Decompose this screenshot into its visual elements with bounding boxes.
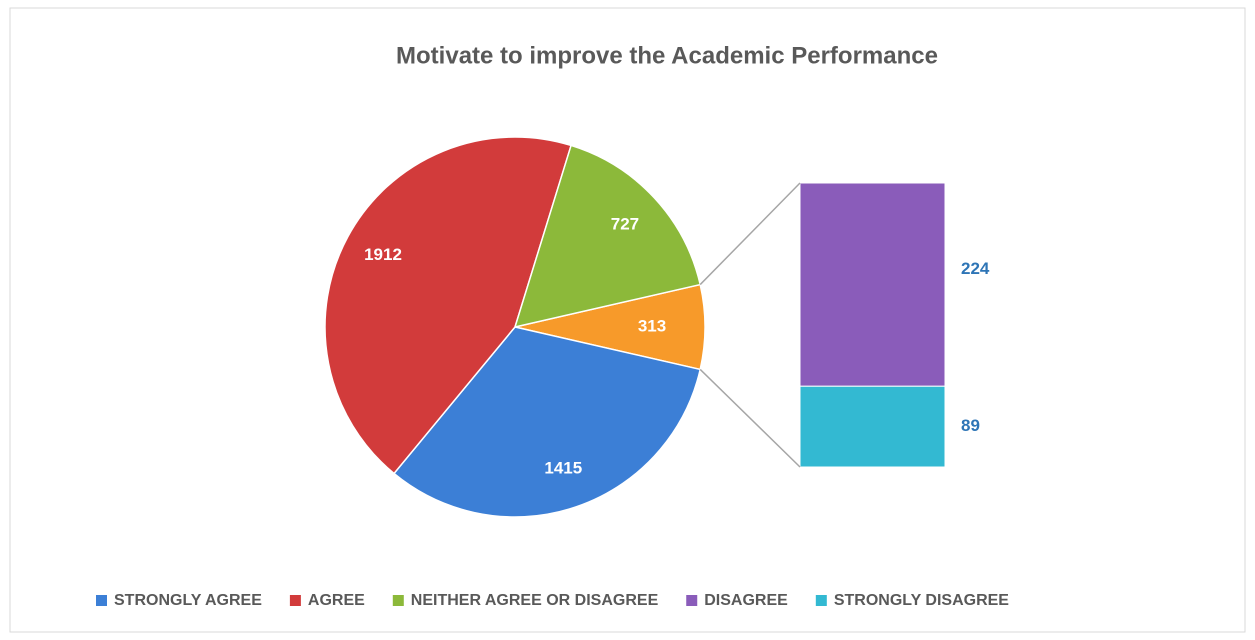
slice-label: 727 [611, 214, 639, 233]
legend-swatch [96, 595, 107, 606]
bar-label: 89 [961, 416, 980, 435]
legend-label: STRONGLY DISAGREE [834, 592, 1009, 609]
slice-label: 1415 [544, 459, 582, 478]
bar-label: 224 [961, 259, 990, 278]
legend-swatch [686, 595, 698, 606]
bar-segment [799, 182, 946, 387]
pie-slice [513, 144, 702, 329]
slice-label: 313 [638, 316, 666, 335]
slice-label: 1912 [364, 245, 402, 264]
connector [699, 182, 801, 286]
pie-slice [392, 326, 702, 518]
connector [699, 368, 801, 468]
legend-label: STRONGLY AGREE [114, 592, 262, 609]
legend-label: NEITHER AGREE OR DISAGREE [411, 592, 659, 609]
legend-swatch [289, 595, 301, 606]
chart-title: Motivate to improve the Academic Perform… [396, 42, 938, 69]
bar-segment [799, 385, 946, 468]
legend-label: DISAGREE [704, 592, 788, 609]
pie-slice [324, 136, 573, 475]
legend-swatch [392, 595, 404, 606]
legend-label: AGREE [308, 592, 365, 609]
legend-swatch [815, 595, 827, 606]
